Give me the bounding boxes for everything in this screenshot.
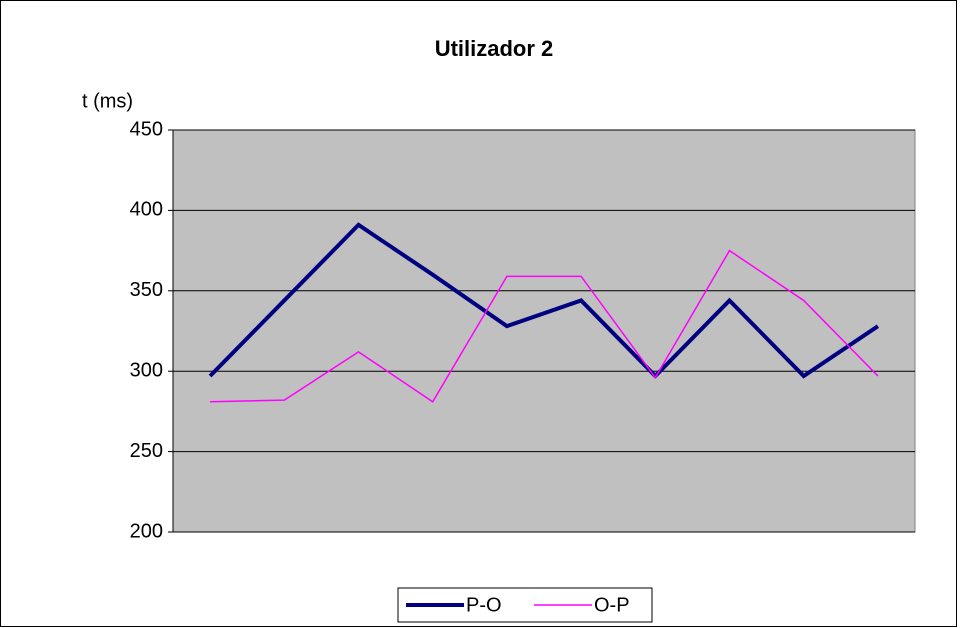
plot-area — [172, 129, 916, 533]
y-tick-label: 200 — [130, 520, 163, 542]
series-line — [208, 222, 880, 379]
series-line — [210, 249, 879, 403]
y-tick-label: 450 — [130, 118, 163, 140]
y-tick-label: 400 — [130, 199, 163, 221]
y-tick-label: 300 — [130, 359, 163, 381]
legend-label: O-P — [594, 594, 630, 616]
y-tick-label: 250 — [130, 440, 163, 462]
chart-title: Utilizador 2 — [435, 36, 554, 61]
y-axis-label: t (ms) — [82, 90, 133, 112]
legend-label: P-O — [466, 594, 502, 616]
y-tick-label: 350 — [130, 279, 163, 301]
